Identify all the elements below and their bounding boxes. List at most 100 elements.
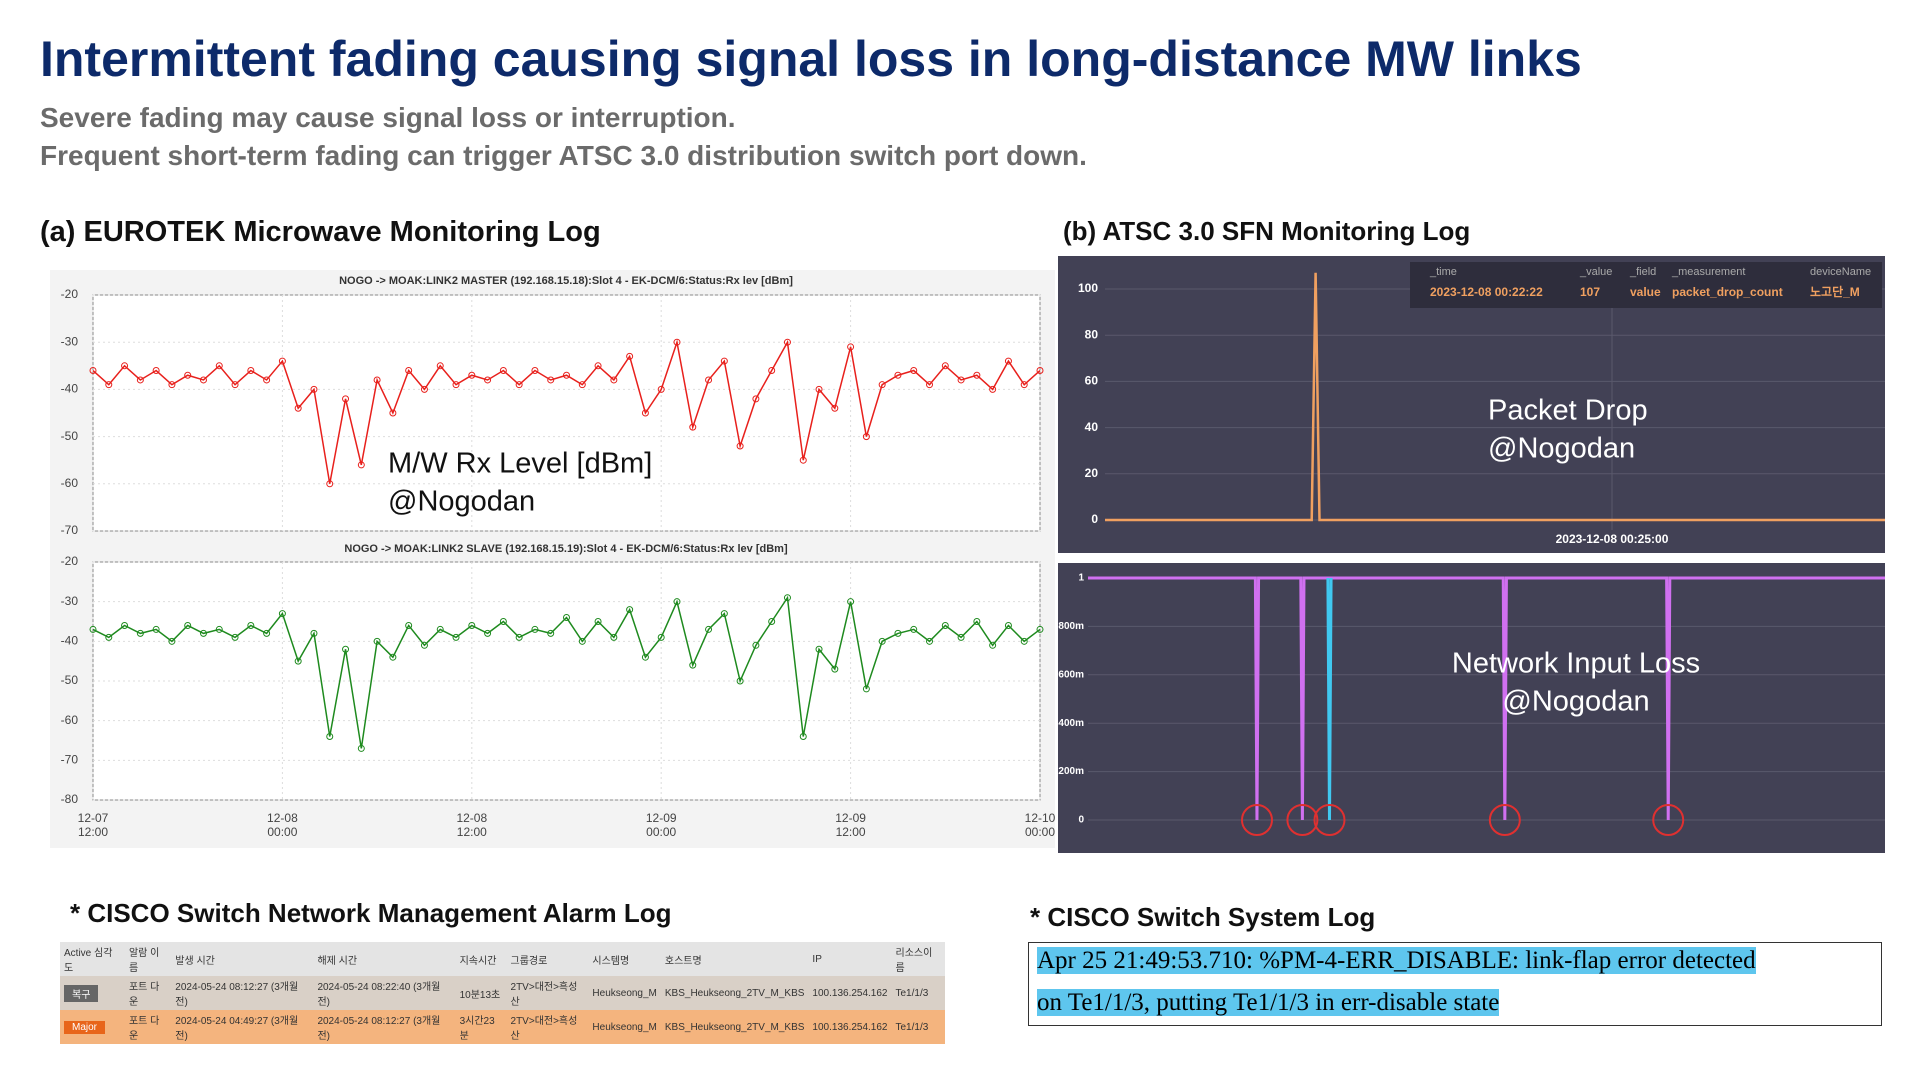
marker [294,404,302,412]
marker [594,618,602,625]
cell-text: Major [64,1020,106,1034]
annotation: Packet Drop [1488,395,1648,427]
panel-bg [1058,563,1885,853]
x-tick-label: 12-08 [456,811,487,825]
cell: 100.136.254.162 [808,976,891,1010]
cell: Major [60,1010,125,1044]
annotation: @Nogodan [1502,686,1649,718]
cell: 포트 다운 [125,976,171,1010]
marker [105,633,113,641]
marker [278,610,286,618]
x-tick-label: 12:00 [836,825,866,839]
section-label: * CISCO Switch Network Management Alarm … [70,898,672,928]
marker [752,395,760,403]
marker [547,376,555,384]
marker [547,629,555,637]
y-tick-label: -30 [61,594,79,608]
highlight-circle [1286,804,1319,836]
tooltip-header: deviceName [1810,266,1871,278]
cell: 2TV>대전>흑성산 [507,1010,589,1044]
x-tick-label: 12-10 [1025,811,1056,825]
header-cell: 호스트명 [660,942,809,976]
cell-text: 복구 [64,984,99,1002]
marker [783,594,791,602]
marker [278,357,286,365]
cell-text: 2024-05-24 04:49:27 (3개월 전) [175,1016,299,1042]
marker [294,657,302,665]
marker [720,610,728,618]
marker [831,404,839,412]
marker [215,625,223,633]
marker [326,480,334,488]
cell: KBS_Heukseong_2TV_M_KBS [661,1010,809,1044]
y-tick-label: 200m [1058,766,1084,777]
cell: Heukseong_M [588,1010,660,1044]
marker [231,381,239,389]
line [92,339,1041,484]
marker [847,343,855,351]
cell-text: 2024-05-24 08:12:27 (3개월 전) [317,1016,441,1042]
cell: 2024-05-24 08:12:27 (3개월 전) [171,976,313,1010]
y-tick-label: 0 [1091,512,1098,526]
section-label: * CISCO Switch System Log [1030,902,1376,932]
marker [705,625,713,633]
marker [184,621,192,629]
cell-text: 100.136.254.162 [812,1021,888,1033]
tooltip-header: _field [1629,266,1656,278]
marker [531,367,539,375]
marker [847,598,855,606]
annotation: M/W Rx Level [dBm] [388,448,652,480]
highlight-circle [1652,804,1685,836]
marker [957,376,965,384]
y-tick-label: -50 [61,673,79,687]
marker [468,371,476,379]
cell-text: Te1/1/3 [895,1021,929,1033]
marker [452,381,460,389]
log-text: on Te1/1/3, putting Te1/1/3 in err-disab… [1037,989,1500,1016]
cell-text: 2024-05-24 08:22:40 (3개월 전) [317,982,441,1008]
marker [689,423,697,431]
marker [389,409,397,417]
marker [373,637,381,645]
marker [420,385,428,393]
panel-label: (a) EUROTEK Microwave Monitoring Log [40,216,601,248]
x-tick-label: 00:00 [1025,825,1055,839]
chart-title: NOGO -> MOAK:LINK2 SLAVE (192.168.15.19)… [344,543,788,555]
marker [799,733,807,741]
cell-text: 포트 다운 [128,982,160,1008]
marker [910,367,918,375]
highlight-circle [1488,804,1521,836]
marker [926,381,934,389]
marker [957,633,965,641]
highlight-circle [1313,804,1346,836]
chart-title: NOGO -> MOAK:LINK2 MASTER (192.168.15.18… [339,275,793,287]
marker [121,362,129,370]
cell: 포트 다운 [125,1010,171,1044]
marker [310,629,318,637]
marker [578,637,586,645]
marker [941,362,949,370]
y-tick-label: -20 [61,287,79,301]
y-tick-label: -30 [61,334,79,348]
marker [894,371,902,379]
alarm-table: Active 심각도 알람 이름 발생 시간 해제 시간 지속시간 그룹경로 시스템명 호스트… [60,942,945,1044]
marker [105,381,113,389]
header-cell: 그룹경로 [506,942,589,976]
marker [657,385,665,393]
marker [973,371,981,379]
marker [215,362,223,370]
cell: 2TV>대전>흑성산 [507,976,589,1010]
y-tick-label: -50 [61,429,79,443]
marker [768,367,776,375]
y-tick-label: -40 [61,634,79,648]
marker [168,637,176,645]
marker [831,665,839,673]
marker [484,376,492,384]
y-tick-label: 60 [1085,374,1099,388]
marker [247,621,255,629]
marker [136,629,144,637]
marker [578,381,586,389]
marker [184,371,192,379]
marker [989,385,997,393]
